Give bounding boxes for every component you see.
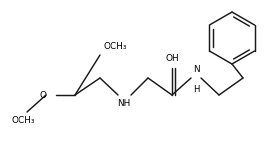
- Text: H: H: [193, 85, 199, 94]
- Text: OCH₃: OCH₃: [103, 42, 127, 51]
- Text: NH: NH: [117, 99, 131, 108]
- Text: O: O: [40, 90, 47, 100]
- Text: N: N: [193, 65, 199, 74]
- Text: OCH₃: OCH₃: [11, 116, 35, 125]
- Text: OH: OH: [165, 54, 179, 63]
